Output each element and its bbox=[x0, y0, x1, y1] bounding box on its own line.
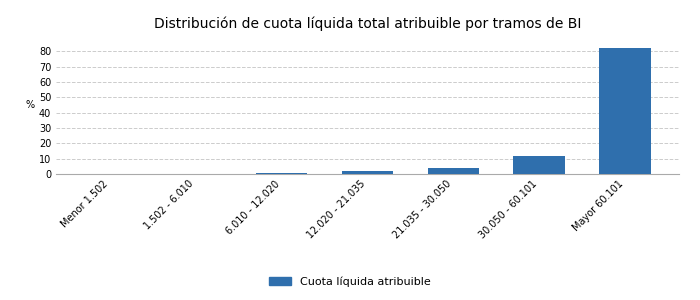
Bar bbox=[256, 173, 307, 174]
Bar bbox=[599, 48, 651, 174]
Bar bbox=[513, 156, 565, 174]
Bar bbox=[428, 168, 479, 174]
Bar bbox=[342, 171, 393, 174]
Y-axis label: %: % bbox=[26, 100, 35, 110]
Legend: Cuota líquida atribuible: Cuota líquida atribuible bbox=[265, 272, 435, 291]
Title: Distribución de cuota líquida total atribuible por tramos de BI: Distribución de cuota líquida total atri… bbox=[154, 16, 581, 31]
